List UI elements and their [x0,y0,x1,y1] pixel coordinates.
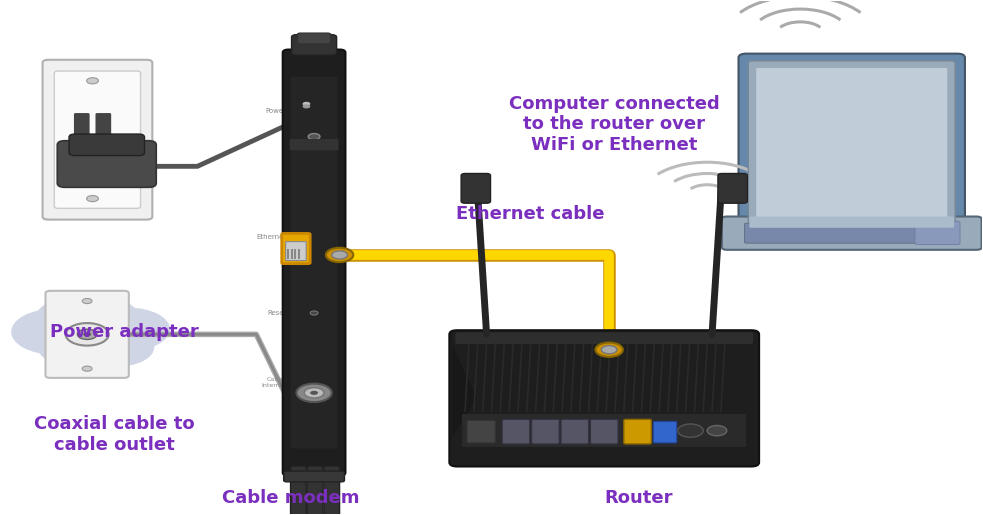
Circle shape [303,105,311,109]
Circle shape [305,388,323,398]
FancyBboxPatch shape [722,216,982,250]
FancyBboxPatch shape [323,466,339,515]
FancyBboxPatch shape [654,421,676,443]
Circle shape [83,299,92,304]
Circle shape [80,328,154,367]
Text: Cable modem: Cable modem [222,489,360,507]
Circle shape [33,294,142,350]
Circle shape [677,424,703,437]
FancyBboxPatch shape [74,113,89,146]
FancyBboxPatch shape [295,249,297,259]
FancyBboxPatch shape [915,221,960,245]
Circle shape [707,425,726,436]
FancyBboxPatch shape [308,466,322,515]
FancyBboxPatch shape [69,134,145,156]
FancyBboxPatch shape [532,419,559,444]
FancyBboxPatch shape [286,242,307,261]
Circle shape [602,346,617,354]
FancyBboxPatch shape [738,54,965,231]
FancyBboxPatch shape [449,330,759,467]
FancyBboxPatch shape [561,419,589,444]
Circle shape [87,196,98,202]
Circle shape [303,102,311,106]
FancyBboxPatch shape [748,61,955,224]
FancyBboxPatch shape [462,414,746,447]
FancyBboxPatch shape [299,249,301,259]
Circle shape [83,366,92,371]
FancyBboxPatch shape [57,141,156,187]
FancyBboxPatch shape [291,77,337,449]
FancyBboxPatch shape [749,216,954,228]
FancyBboxPatch shape [718,174,747,203]
Circle shape [87,78,98,84]
Text: Ethernet: Ethernet [257,234,287,241]
Text: Router: Router [605,489,672,507]
FancyBboxPatch shape [502,419,530,444]
Circle shape [37,328,112,367]
FancyBboxPatch shape [591,419,618,444]
FancyBboxPatch shape [42,60,152,219]
Circle shape [84,332,91,336]
FancyBboxPatch shape [467,420,495,443]
Text: Power: Power [265,109,287,114]
FancyBboxPatch shape [461,174,491,203]
Circle shape [66,323,109,346]
FancyBboxPatch shape [744,223,920,243]
Circle shape [78,329,97,339]
Circle shape [297,384,331,402]
FancyBboxPatch shape [284,471,344,482]
Text: Computer connected
to the router over
WiFi or Ethernet: Computer connected to the router over Wi… [508,95,720,154]
Text: Reset: Reset [267,310,287,316]
Circle shape [309,133,319,140]
Circle shape [331,251,347,259]
FancyBboxPatch shape [283,49,345,476]
Text: Coaxial cable to
cable outlet: Coaxial cable to cable outlet [33,415,195,454]
Circle shape [11,308,99,355]
FancyBboxPatch shape [290,139,338,150]
FancyBboxPatch shape [756,68,948,218]
FancyBboxPatch shape [95,113,111,146]
Polygon shape [452,345,477,437]
Circle shape [311,311,318,315]
FancyBboxPatch shape [292,35,336,55]
FancyBboxPatch shape [291,249,293,259]
FancyBboxPatch shape [287,249,289,259]
Circle shape [311,391,318,395]
FancyBboxPatch shape [45,291,129,378]
FancyBboxPatch shape [298,33,330,44]
Circle shape [596,342,623,357]
FancyBboxPatch shape [455,332,753,344]
Text: Ethernet cable: Ethernet cable [456,205,605,223]
Text: Cable/
Internet: Cable/ Internet [261,377,287,388]
Circle shape [325,248,353,262]
FancyBboxPatch shape [54,71,141,209]
Circle shape [87,307,170,351]
FancyBboxPatch shape [624,419,652,444]
FancyBboxPatch shape [291,466,307,515]
Circle shape [84,150,101,160]
Text: Power adapter: Power adapter [49,323,199,341]
FancyBboxPatch shape [282,233,311,264]
